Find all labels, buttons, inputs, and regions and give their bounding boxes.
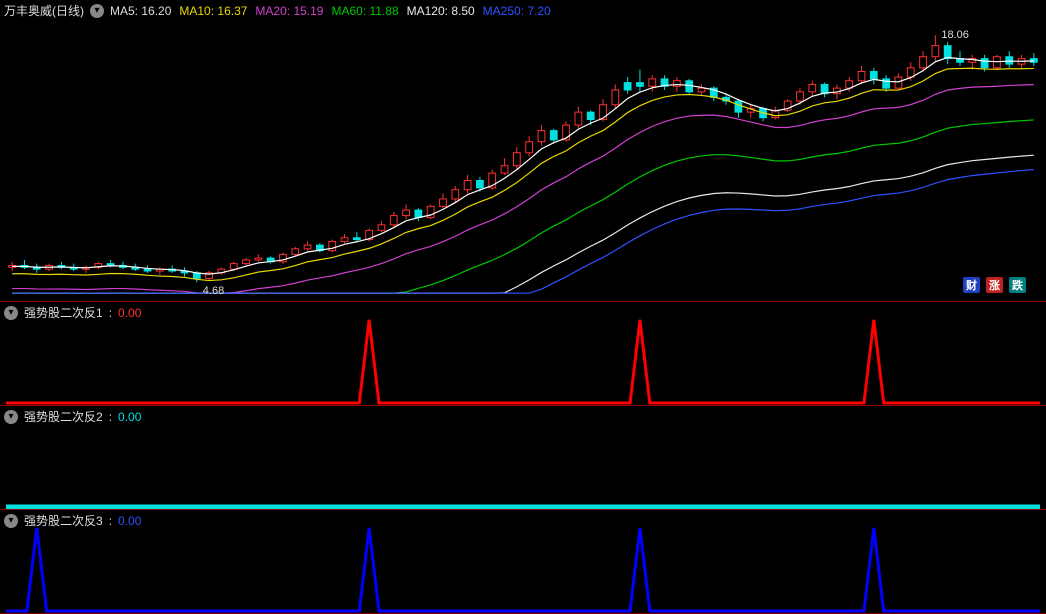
main-chart-svg bbox=[0, 0, 1046, 301]
chevron-down-icon[interactable]: ▾ bbox=[4, 514, 18, 528]
ma-label: MA5: 16.20 bbox=[110, 4, 171, 18]
chevron-down-icon[interactable]: ▾ bbox=[4, 410, 18, 424]
sub3-svg bbox=[0, 510, 1046, 613]
sub1-svg bbox=[0, 302, 1046, 405]
sub3-value: 0.00 bbox=[118, 514, 141, 528]
sub2-title: 强势股二次反2 bbox=[24, 408, 103, 425]
chevron-down-icon[interactable]: ▾ bbox=[90, 4, 104, 18]
sub3-title: 强势股二次反3 bbox=[24, 512, 103, 529]
sub2-svg bbox=[0, 406, 1046, 509]
indicator-panel-2[interactable]: ▾ 强势股二次反2 : 0.00 bbox=[0, 406, 1046, 510]
chevron-down-icon[interactable]: ▾ bbox=[4, 306, 18, 320]
ma-label: MA120: 8.50 bbox=[407, 4, 475, 18]
high-price-label: 18.06 bbox=[941, 29, 969, 41]
low-price-label: 4.68 bbox=[203, 285, 224, 297]
sub1-title: 强势股二次反1 bbox=[24, 304, 103, 321]
indicator-panel-1[interactable]: ▾ 强势股二次反1 : 0.00 bbox=[0, 302, 1046, 406]
sub3-sep: : bbox=[109, 514, 112, 528]
sub2-header: ▾ 强势股二次反2 : 0.00 bbox=[4, 408, 141, 425]
main-chart-panel[interactable]: 万丰奥威(日线) ▾ MA5: 16.20 MA10: 16.37 MA20: 15… bbox=[0, 0, 1046, 302]
sub1-sep: : bbox=[109, 306, 112, 320]
ma-labels-container: MA5: 16.20 MA10: 16.37 MA20: 15.19 MA60: 11… bbox=[110, 4, 559, 18]
badge[interactable]: 财 bbox=[963, 277, 980, 293]
badge[interactable]: 跌 bbox=[1009, 277, 1026, 293]
ma-label: MA10: 16.37 bbox=[179, 4, 247, 18]
sub1-header: ▾ 强势股二次反1 : 0.00 bbox=[4, 304, 141, 321]
sub2-sep: : bbox=[109, 410, 112, 424]
sub3-header: ▾ 强势股二次反3 : 0.00 bbox=[4, 512, 141, 529]
indicator-panel-3[interactable]: ▾ 强势股二次反3 : 0.00 bbox=[0, 510, 1046, 614]
main-header: 万丰奥威(日线) ▾ MA5: 16.20 MA10: 16.37 MA20: 15… bbox=[4, 2, 559, 19]
badges: 财涨跌 bbox=[963, 277, 1026, 293]
ma-label: MA60: 11.88 bbox=[331, 4, 398, 18]
badge[interactable]: 涨 bbox=[986, 277, 1003, 293]
ma-label: MA20: 15.19 bbox=[255, 4, 323, 18]
sub1-value: 0.00 bbox=[118, 306, 141, 320]
ma-label: MA250: 7.20 bbox=[483, 4, 551, 18]
stock-title: 万丰奥威(日线) bbox=[4, 2, 84, 19]
sub2-value: 0.00 bbox=[118, 410, 141, 424]
